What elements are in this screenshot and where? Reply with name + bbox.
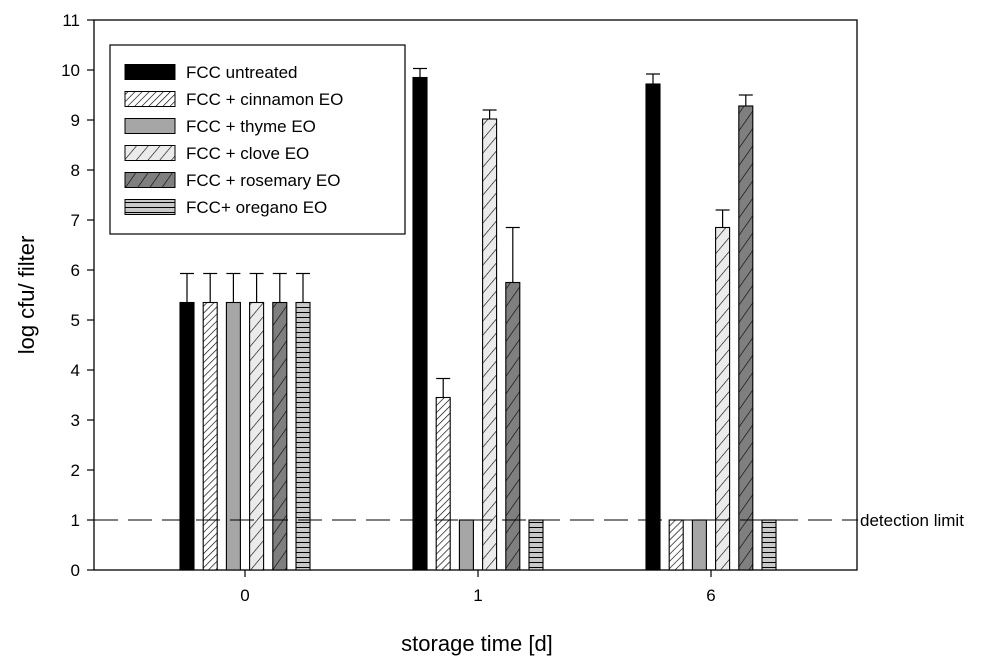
y-tick-label: 6 [71, 261, 80, 280]
bar [645, 83, 661, 571]
y-tick-label: 5 [71, 311, 80, 330]
x-tick-label: 0 [240, 586, 249, 605]
bar [528, 519, 544, 571]
x-tick-label: 6 [706, 586, 715, 605]
bar [668, 519, 684, 571]
y-tick-label: 8 [71, 161, 80, 180]
y-tick-label: 3 [71, 411, 80, 430]
x-tick-label: 1 [473, 586, 482, 605]
bar [761, 519, 777, 571]
bar [715, 226, 731, 571]
detection-limit-label: detection limit [860, 511, 964, 530]
bar [412, 76, 428, 571]
bar [179, 301, 195, 571]
y-tick-label: 0 [71, 561, 80, 580]
y-tick-label: 4 [71, 361, 80, 380]
bar [435, 396, 451, 571]
legend-swatch [124, 91, 176, 107]
bar [738, 105, 754, 571]
x-axis-title: storage time [d] [401, 631, 553, 656]
y-tick-label: 1 [71, 511, 80, 530]
legend-label: FCC untreated [186, 63, 298, 82]
legend-swatch [124, 64, 176, 80]
legend-swatch [124, 172, 176, 188]
legend-label: FCC + clove EO [186, 144, 309, 163]
bar [482, 118, 498, 571]
legend: FCC untreated FCC + cinnamon EO FCC + thym… [109, 44, 406, 235]
legend-label: FCC + cinnamon EO [186, 90, 343, 109]
plot-area: 0 1 2 3 4 5 6 7 8 9 10 11 0 1 6 FCC untreated FCC + cinn… [61, 11, 858, 605]
legend-label: FCC + rosemary EO [186, 171, 340, 190]
y-axis-title: log cfu/ filter [14, 236, 39, 355]
y-tick-label: 7 [71, 211, 80, 230]
bar [225, 301, 241, 571]
legend-swatch [124, 145, 176, 161]
plot-frame [93, 19, 858, 571]
y-tick-label: 9 [71, 111, 80, 130]
legend-label: FCC+ oregano EO [186, 198, 327, 217]
legend-swatch [124, 118, 176, 134]
legend-label: FCC + thyme EO [186, 117, 316, 136]
bar [295, 301, 311, 571]
bar [202, 301, 218, 571]
bar [505, 281, 521, 571]
y-tick-label: 2 [71, 461, 80, 480]
bar [249, 301, 265, 571]
bar [272, 301, 288, 571]
y-tick-label: 10 [61, 61, 80, 80]
bar [691, 519, 707, 571]
bar [458, 519, 474, 571]
y-tick-label: 11 [62, 11, 80, 30]
legend-swatch [124, 199, 176, 215]
